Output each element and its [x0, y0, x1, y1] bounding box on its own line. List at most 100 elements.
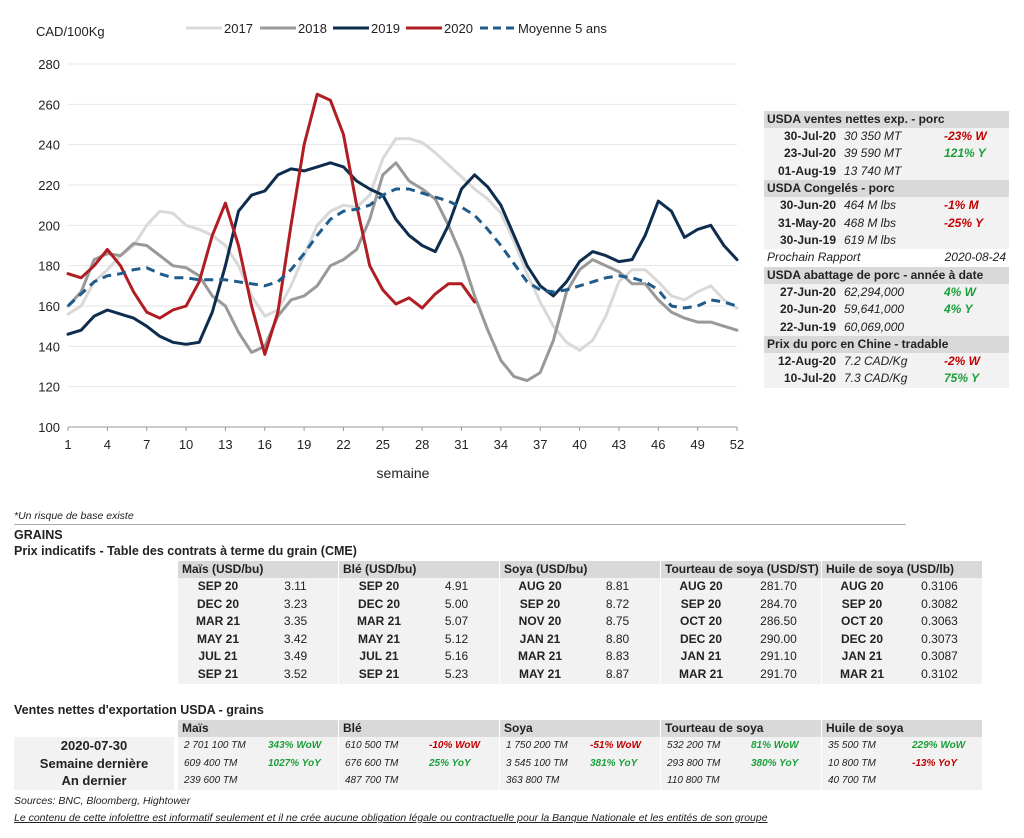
contract-price: 281.70 [760, 579, 797, 593]
exports-change: 229% WoW [912, 740, 966, 751]
contract-price: 4.91 [444, 579, 469, 593]
x-tick-label: 34 [494, 437, 508, 452]
exports-volume: 239 600 TM [184, 775, 238, 786]
exports-row: 239 600 TM [178, 772, 338, 790]
exports-volume: 110 800 TM [667, 775, 720, 786]
futures-row: OCT 20 0.3063 [822, 613, 982, 631]
exports-row: 676 600 TM 25% YoY [339, 754, 499, 772]
contract-month: JAN 21 [519, 631, 561, 646]
contract-month: MAR 21 [195, 614, 240, 629]
usda-change: 4% Y [944, 302, 973, 317]
contract-month: MAR 21 [356, 614, 401, 629]
futures-row: JAN 21 291.10 [661, 648, 821, 666]
usda-value: 13 740 MT [844, 163, 902, 178]
legend-label: 2017 [224, 21, 253, 36]
x-tick-label: 1 [64, 437, 71, 452]
next-report-row: Prochain Rapport 2020-08-24 [764, 249, 1009, 267]
usda-change [944, 163, 1004, 180]
usda-section-title: USDA abattage de porc - année à date [764, 266, 1009, 284]
contract-month: DEC 20 [840, 631, 884, 646]
divider [14, 524, 906, 525]
contract-month: OCT 20 [679, 614, 722, 629]
futures-row: SEP 21 3.52 [178, 665, 338, 684]
contract-price: 284.70 [760, 596, 797, 611]
usda-date: 31-May-20 [777, 215, 836, 230]
series-line-2020 [66, 92, 477, 356]
series-line-2019 [66, 161, 739, 346]
exports-change: 381% YoY [590, 757, 638, 769]
exports-volume: 10 800 TM [828, 757, 876, 769]
contract-month: AUG 20 [840, 579, 884, 593]
exports-header: Huile de soya [822, 720, 982, 737]
contract-month: JUL 21 [198, 649, 238, 664]
futures-column: Soya (USD/bu) AUG 20 8.81 SEP 20 8.72 NOV 20 8… [500, 561, 660, 684]
futures-row: AUG 20 8.81 [500, 578, 660, 596]
grains-heading: GRAINS [14, 528, 63, 542]
x-tick-label: 19 [297, 437, 311, 452]
contract-price: 3.49 [283, 649, 308, 664]
usda-row: 10-Jul-20 7.3 CAD/Kg 75% Y [764, 370, 1009, 388]
usda-change: -1% M [944, 198, 979, 213]
exports-volume: 2 701 100 TM [184, 740, 246, 751]
contract-month: AUG 20 [679, 579, 723, 593]
exports-row: 40 700 TM [822, 772, 982, 790]
x-tick-label: 16 [258, 437, 272, 452]
exports-row: 110 800 TM [661, 772, 821, 790]
contract-month: NOV 20 [518, 614, 562, 629]
usda-section-title: USDA Congelés - porc [764, 180, 1009, 198]
contract-price: 8.75 [605, 614, 630, 629]
usda-row: 27-Jun-20 62,294,000 4% W [764, 283, 1009, 302]
usda-date: 10-Jul-20 [783, 371, 836, 386]
usda-value: 464 M lbs [844, 198, 897, 213]
futures-row: NOV 20 8.75 [500, 613, 660, 631]
exports-header: Maïs [178, 720, 338, 737]
exports-volume: 676 600 TM [345, 757, 399, 769]
y-axis-label: CAD/100Kg [36, 24, 105, 39]
contract-price: 0.3063 [921, 614, 958, 629]
futures-row: SEP 21 5.23 [339, 665, 499, 684]
exports-volume: 3 545 100 TM [506, 757, 568, 769]
contract-price: 8.80 [605, 631, 630, 646]
exports-change: -51% WoW [590, 740, 641, 751]
contract-price: 8.72 [605, 596, 630, 611]
contract-price: 8.87 [605, 666, 630, 681]
contract-price: 3.35 [283, 614, 308, 629]
usda-row: 12-Aug-20 7.2 CAD/Kg -2% W [764, 352, 1009, 371]
exports-row: 609 400 TM 1027% YoY [178, 754, 338, 772]
usda-value: 59,641,000 [844, 302, 905, 317]
futures-header: Tourteau de soya (USD/ST) [661, 561, 821, 578]
x-tick-label: 49 [690, 437, 704, 452]
usda-date: 12-Aug-20 [777, 353, 836, 368]
contract-price: 0.3087 [921, 649, 958, 664]
exports-change: -13% YoY [912, 757, 958, 769]
futures-row: JUL 21 3.49 [178, 648, 338, 666]
usda-value: 39 590 MT [844, 146, 902, 161]
x-tick-label: 31 [454, 437, 468, 452]
usda-row: 30-Jun-19 619 M lbs [764, 231, 1009, 250]
contract-month: MAY 21 [518, 666, 562, 681]
contract-month: OCT 20 [840, 614, 883, 629]
contract-month: DEC 20 [357, 596, 401, 611]
contract-price: 5.16 [444, 649, 469, 664]
usda-change: 121% Y [944, 146, 986, 161]
contract-price: 0.3102 [921, 666, 958, 681]
futures-row: JUL 21 5.16 [339, 648, 499, 666]
contract-price: 3.52 [283, 666, 308, 681]
usda-value: 30 350 MT [844, 129, 902, 143]
usda-value: 7.2 CAD/Kg [844, 353, 908, 368]
x-tick-label: 40 [572, 437, 586, 452]
usda-value: 468 M lbs [844, 215, 897, 230]
exports-column: Maïs 2 701 100 TM 343% WoW 609 400 TM 1027% … [178, 720, 338, 790]
exports-change: 81% WoW [751, 740, 799, 751]
usda-pork-table: USDA ventes nettes exp. - porc 30-Jul-20 3… [764, 111, 1009, 388]
legend-label: 2018 [298, 21, 327, 36]
contract-month: AUG 20 [518, 579, 562, 593]
usda-value: 60,069,000 [844, 319, 905, 334]
exports-row-label: 2020-07-30 [14, 737, 174, 755]
futures-column: Maïs (USD/bu) SEP 20 3.11 DEC 20 3.23 MAR 21 3… [178, 561, 338, 684]
futures-row: JAN 21 8.80 [500, 630, 660, 649]
futures-row: SEP 20 3.11 [178, 578, 338, 596]
usda-date: 23-Jul-20 [783, 146, 836, 161]
exports-row: 2 701 100 TM 343% WoW [178, 737, 338, 755]
contract-month: JAN 21 [680, 649, 722, 664]
